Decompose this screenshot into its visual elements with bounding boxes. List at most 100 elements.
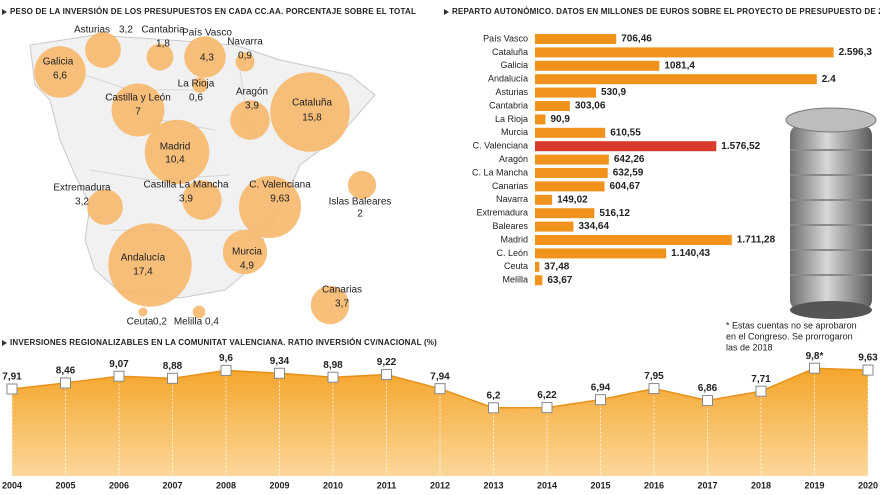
chart-title: REPARTO AUTONÓMICO. DATOS EN MILLONES DE…	[452, 7, 880, 16]
bubble	[146, 43, 174, 71]
year-label: 2011	[377, 480, 397, 490]
chart-title: INVERSIONES REGIONALIZABLES EN LA COMUNI…	[10, 338, 437, 347]
region-name: Galicia	[43, 57, 74, 68]
region-name: La Rioja	[178, 79, 215, 90]
region-name: Melilla	[174, 317, 203, 328]
point-label: 6,86	[698, 383, 718, 394]
bubble	[310, 285, 350, 325]
bar-value: 1081,4	[664, 60, 695, 71]
bar-label: C. León	[496, 248, 528, 258]
bubble	[34, 46, 86, 98]
region-value: 3,9	[179, 194, 193, 205]
marker	[702, 395, 713, 407]
region-value: 4,9	[240, 261, 254, 272]
bubble	[85, 32, 121, 68]
region-name: Islas Baleares	[329, 197, 392, 208]
region-value: 9,63	[270, 194, 290, 205]
point-label: 9,07	[109, 359, 129, 370]
region-value: 7	[135, 107, 141, 118]
marker	[274, 367, 285, 379]
region-value: 10,4	[165, 155, 185, 166]
charts: PESO DE LA INVERSIÓN DE LOS PRESUPUESTOS…	[2, 7, 880, 490]
bar-value: 90,9	[550, 114, 570, 125]
coin-stack	[785, 107, 877, 319]
bar	[535, 60, 660, 71]
region-name: Cantabria	[141, 25, 185, 36]
year-label: 2020	[858, 480, 878, 490]
bar-label: Cantabria	[489, 100, 528, 110]
bar	[535, 168, 608, 178]
bubble	[184, 36, 226, 78]
year-label: 2006	[109, 480, 129, 490]
region-value: 3,7	[335, 299, 349, 310]
marker	[327, 371, 339, 383]
bubble	[87, 189, 123, 225]
bubble	[230, 100, 270, 140]
year-label: 2017	[697, 480, 717, 490]
bar-label: Canarias	[492, 181, 529, 191]
bar-value: 632,59	[613, 168, 644, 179]
region-value: 17,4	[133, 267, 153, 278]
bar-value: 334,64	[578, 221, 609, 232]
bar-label: Cataluña	[492, 47, 528, 57]
bar-label: Asturias	[495, 87, 528, 97]
region-name: Ceuta	[127, 317, 154, 328]
bar-label: Extremadura	[476, 208, 528, 218]
marker	[541, 402, 553, 414]
region-value: 3,2	[119, 25, 133, 36]
bar-label: C. Valenciana	[473, 141, 528, 151]
bar-value: 1.576,52	[721, 141, 760, 152]
bar-label: Melilla	[502, 275, 528, 285]
bar	[535, 47, 834, 58]
bar-value: 303,06	[575, 101, 606, 112]
region-value: 2	[357, 209, 363, 220]
year-label: 2015	[590, 480, 610, 490]
bar	[535, 127, 606, 138]
region-value: 6,6	[53, 71, 67, 82]
year-label: 2013	[483, 480, 503, 490]
region-value: 0,2	[153, 317, 167, 328]
point-label: 7,91	[2, 372, 22, 383]
bubble	[222, 229, 268, 275]
bubble	[347, 170, 377, 200]
year-label: 2010	[323, 480, 343, 490]
bar-value: 63,67	[547, 275, 572, 286]
region-value: 0,9	[238, 51, 252, 62]
bar-value: 2.4	[822, 74, 836, 85]
region-value: 3,9	[245, 101, 259, 112]
bar-label: La Rioja	[495, 114, 528, 124]
bar	[535, 221, 574, 232]
year-label: 2007	[162, 480, 182, 490]
year-label: 2016	[644, 480, 664, 490]
point-label: 6,2	[487, 390, 501, 401]
bubble	[192, 305, 206, 319]
region-value: 3,2	[75, 197, 89, 208]
region-name: Andalucía	[121, 253, 166, 264]
year-label: 2008	[216, 480, 236, 490]
bar-value: 706,46	[621, 34, 652, 45]
point-label: 9,63	[858, 353, 878, 364]
bar	[535, 34, 617, 44]
bubble	[238, 175, 302, 239]
marker	[809, 362, 820, 374]
marker	[434, 383, 446, 395]
bar	[535, 141, 717, 152]
bar-label: Ceuta	[504, 261, 528, 271]
point-label: 6,94	[591, 382, 611, 393]
region-name: Asturias	[74, 25, 110, 36]
region-value: 1,8	[156, 39, 170, 50]
point-label: 9,6	[219, 353, 233, 364]
marker	[755, 385, 767, 397]
year-label: 2019	[804, 480, 824, 490]
bar	[535, 74, 817, 85]
bubble	[270, 72, 350, 152]
point-label: 9,34	[270, 356, 290, 367]
bar-value: 1.711,28	[737, 235, 776, 246]
bubble	[108, 223, 192, 307]
point-label: 7,71	[751, 374, 771, 385]
bar-value: 1.140,43	[671, 248, 710, 259]
bar	[535, 194, 553, 205]
bar-label: Navarra	[496, 194, 528, 204]
